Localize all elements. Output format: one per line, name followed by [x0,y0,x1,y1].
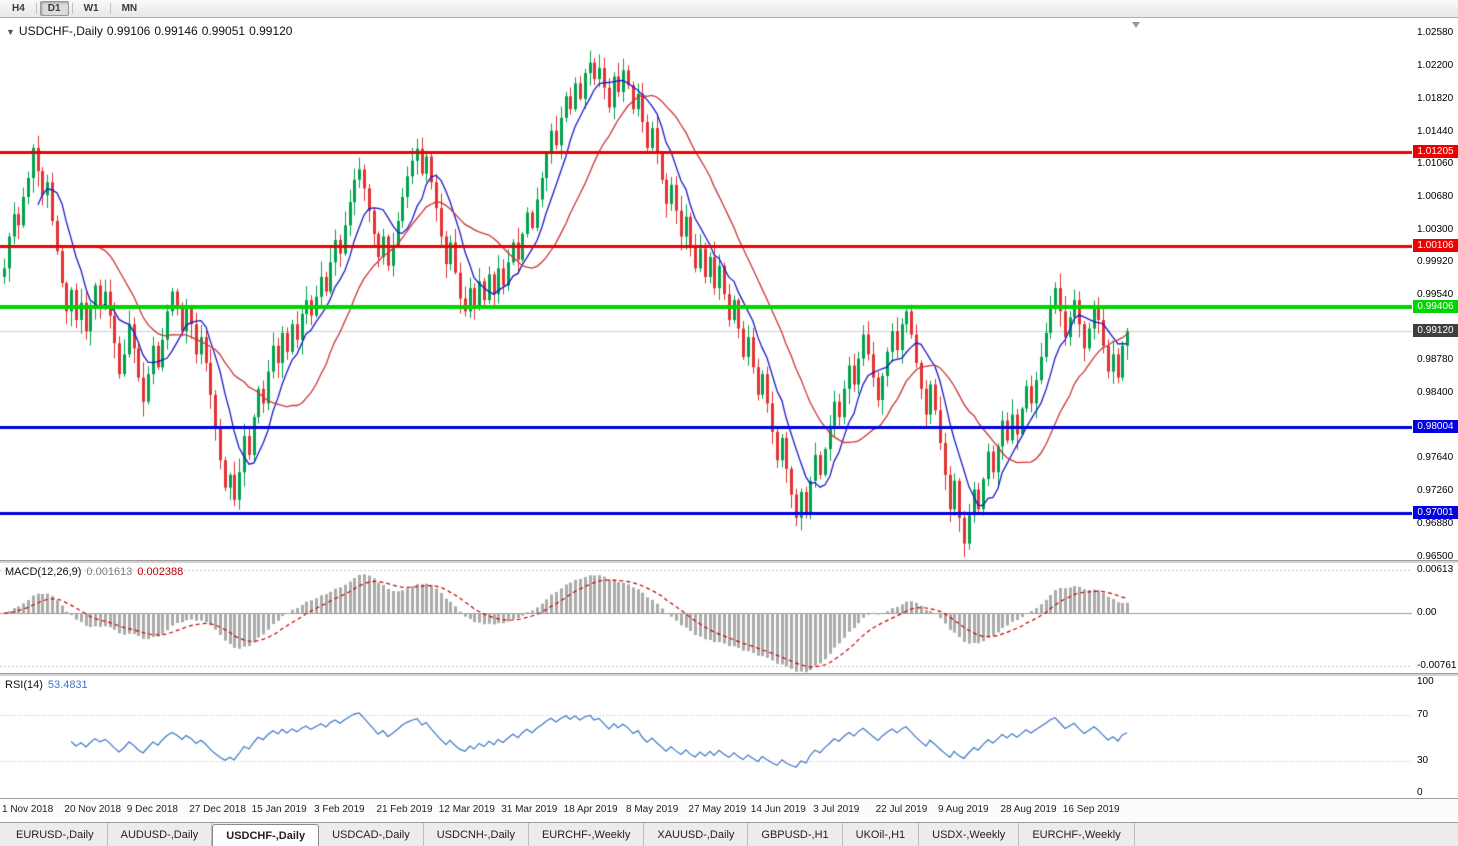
date-axis-label: 9 Dec 2018 [126,804,178,815]
price-axis-tick: 0.97640 [1417,452,1454,464]
chart-open-value: 0.99106 [106,24,151,38]
date-axis-label: 20 Nov 2018 [64,804,122,815]
price-axis-tick: 1.00300 [1417,223,1454,235]
date-axis-label: 18 Apr 2019 [563,804,618,815]
chart-collapse-icon[interactable]: ▼ [6,27,15,37]
price-axis-tick: 1.00680 [1417,190,1454,202]
price-level-tag: 0.98004 [1413,420,1458,434]
chart-tab[interactable]: XAUUSD-,Daily [644,823,749,846]
chart-tab[interactable]: USDX-,Weekly [919,823,1020,846]
price-chart-panel: ▼ USDCHF-,Daily 0.99106 0.99146 0.99051 0.991… [0,18,1458,560]
price-axis-tick: 0.99920 [1417,256,1454,268]
price-chart-canvas[interactable] [0,18,1412,560]
price-axis-tick: 0.96500 [1417,550,1454,560]
toolbar-separator [35,3,37,14]
price-level-tag: 1.01205 [1413,144,1458,158]
chart-tab[interactable]: AUDUSD-,Daily [108,823,213,846]
timeframe-button-d1[interactable]: D1 [39,1,69,16]
price-axis-tick: 1.01060 [1417,158,1454,170]
macd-axis-tick: 0.00 [1417,607,1437,619]
rsi-axis-tick: 100 [1417,676,1434,687]
chart-window: ▼ USDCHF-,Daily 0.99106 0.99146 0.99051 0.991… [0,18,1458,822]
macd-panel: MACD(12,26,9) 0.001613 0.002388 0.00613 0.0… [0,563,1458,673]
macd-axis-tick: 0.00613 [1417,564,1454,576]
price-axis-tick: 0.99540 [1417,289,1454,301]
date-axis-label: 27 Dec 2018 [189,804,246,815]
chart-tab[interactable]: USDCNH-,Daily [424,823,529,846]
price-level-tag: 0.97001 [1413,506,1458,520]
chart-high-value: 0.99146 [154,24,198,38]
date-axis-label: 31 Mar 2019 [501,804,558,815]
timeframe-button-mn[interactable]: MN [121,3,138,14]
rsi-label: RSI(14) [5,679,43,691]
price-level-tag: 0.99406 [1413,299,1458,313]
date-axis-label: 28 Aug 2019 [1000,804,1057,815]
rsi-canvas[interactable] [0,676,1412,798]
price-axis-tick: 1.01440 [1417,125,1454,137]
chart-tab[interactable]: GBPUSD-,H1 [748,823,843,846]
chart-close-value: 0.99120 [249,24,293,38]
price-axis-tick: 1.02200 [1417,60,1454,72]
price-axis-tick: 0.96880 [1417,517,1454,529]
toolbar-separator [109,3,111,14]
panel-splitter[interactable] [0,673,1458,676]
macd-title: MACD(12,26,9) 0.001613 0.002388 [5,566,188,578]
rsi-value: 53.4831 [47,679,88,691]
chart-title: ▼ USDCHF-,Daily 0.99106 0.99146 0.99051 0.991… [6,24,296,38]
chart-tab[interactable]: UKOil-,H1 [843,823,920,846]
date-axis-label: 3 Feb 2019 [314,804,365,815]
rsi-title: RSI(14) 53.4831 [5,679,93,691]
date-axis-label: 16 Sep 2019 [1062,804,1120,815]
chart-tab[interactable]: EURCHF-,Weekly [529,823,645,846]
macd-signal-value: 0.002388 [137,566,184,578]
timeframe-button-h4[interactable]: H4 [12,3,25,14]
chart-tabbar: EURUSD-,Daily AUDUSD-,Daily USDCHF-,Daily U… [0,822,1458,846]
chart-tab[interactable]: USDCAD-,Daily [319,823,424,846]
current-price-tag: 0.99120 [1413,324,1458,338]
date-axis-label: 21 Feb 2019 [376,804,433,815]
date-axis-label: 14 Jun 2019 [750,804,806,815]
date-axis-label: 15 Jan 2019 [251,804,307,815]
chart-shift-marker[interactable] [1132,22,1140,28]
date-axis-label: 3 Jul 2019 [813,804,860,815]
chart-tab[interactable]: EURUSD-,Daily [3,823,108,846]
rsi-axis-tick: 30 [1417,754,1429,766]
price-axis-tick: 0.98400 [1417,387,1454,399]
date-axis-label: 27 May 2019 [688,804,747,815]
price-axis-tick: 1.01820 [1417,92,1454,104]
date-axis-label: 9 Aug 2019 [938,804,989,815]
date-axis-label: 12 Mar 2019 [438,804,495,815]
date-axis-label: 1 Nov 2018 [2,804,54,815]
macd-canvas[interactable] [0,563,1412,673]
chart-low-value: 0.99051 [201,24,246,38]
price-axis-tick: 0.97260 [1417,485,1454,497]
chart-symbol: USDCHF-,Daily [18,24,103,38]
rsi-axis-tick: 70 [1417,709,1429,721]
macd-axis-tick: -0.00761 [1417,660,1457,672]
price-axis-tick: 1.02580 [1417,27,1454,39]
chart-tab[interactable]: USDCHF-,Daily [212,824,320,846]
toolbar-separator [71,3,73,14]
rsi-panel: RSI(14) 53.4831 100 70 30 0 [0,676,1458,798]
panel-splitter[interactable] [0,560,1458,563]
rsi-axis-tick: 0 [1417,787,1423,798]
macd-value: 0.001613 [86,566,133,578]
timeframe-toolbar: H4 D1 W1 MN [0,0,1458,18]
date-axis-label: 22 Jul 2019 [875,804,928,815]
date-axis-label: 8 May 2019 [626,804,679,815]
price-level-tag: 1.00106 [1413,239,1458,253]
price-axis-tick: 0.98780 [1417,354,1454,366]
macd-label: MACD(12,26,9) [5,566,82,578]
chart-tab[interactable]: EURCHF-,Weekly [1019,823,1135,846]
date-axis: 1 Nov 2018 20 Nov 2018 9 Dec 2018 27 Dec 20… [0,798,1458,822]
timeframe-button-w1[interactable]: W1 [83,3,99,14]
